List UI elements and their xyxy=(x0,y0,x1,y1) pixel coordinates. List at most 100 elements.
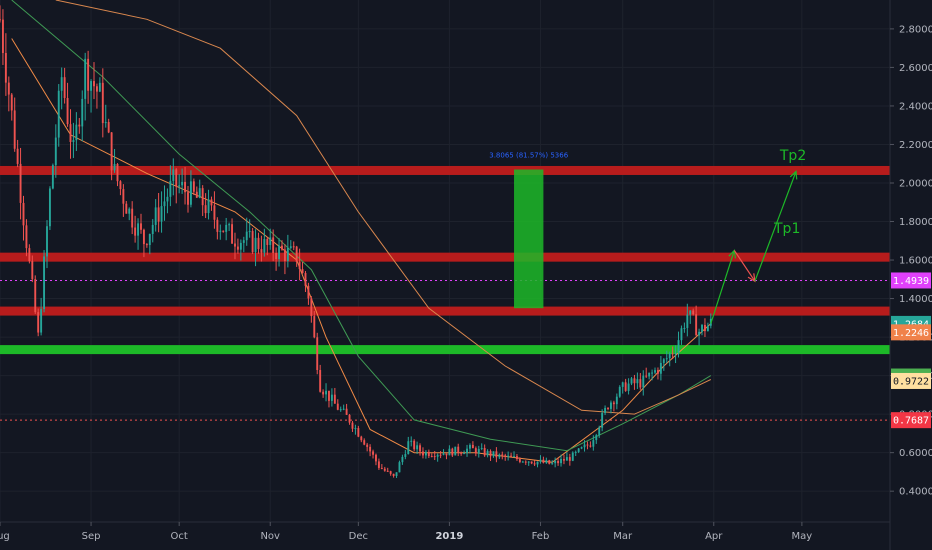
candle-body xyxy=(78,124,81,127)
candle-body xyxy=(439,454,442,456)
candle-body xyxy=(492,451,495,457)
y-tick-label: 2.8000 xyxy=(899,24,932,35)
candle-body xyxy=(175,169,178,187)
candle-body xyxy=(489,450,492,457)
candle-body xyxy=(239,242,242,250)
candle-body xyxy=(275,253,278,260)
projection-segment xyxy=(754,171,797,282)
candle-body xyxy=(286,247,289,262)
candle-body xyxy=(90,81,93,91)
candle-body xyxy=(84,58,87,99)
candle-body xyxy=(81,98,84,127)
candle-body xyxy=(128,208,131,214)
candle-body xyxy=(98,82,101,92)
candle-body xyxy=(377,461,380,468)
candle-body xyxy=(451,448,454,456)
x-tick-label: Oct xyxy=(171,531,188,542)
candle-body xyxy=(624,382,627,391)
candle-body xyxy=(633,378,636,384)
candle-body xyxy=(46,226,48,257)
candle-body xyxy=(145,244,148,246)
candle-body xyxy=(533,463,536,465)
candle-body xyxy=(586,444,589,446)
moving-average-line xyxy=(55,0,712,415)
candle-body xyxy=(510,455,513,457)
candle-body xyxy=(554,460,557,464)
candle-body xyxy=(413,440,416,450)
candle-body xyxy=(245,231,248,241)
candle-body xyxy=(360,436,363,441)
candle-body xyxy=(389,471,392,474)
candle-body xyxy=(513,456,515,458)
candle-body xyxy=(242,240,245,243)
candle-body xyxy=(662,359,665,363)
candle-body xyxy=(113,163,116,171)
candle-body xyxy=(260,249,263,253)
candle-body xyxy=(7,82,10,95)
candle-body xyxy=(157,207,160,222)
candle-body xyxy=(313,316,316,338)
candle-body xyxy=(28,248,31,262)
y-tick-label: 0.4000 xyxy=(899,487,932,498)
candle-body xyxy=(565,457,568,461)
candle-body xyxy=(648,372,651,377)
candle-body xyxy=(263,239,266,253)
candle-body xyxy=(122,189,125,204)
x-axis: Aug Sep Oct Nov Dec 2019 Feb Mar Apr May xyxy=(0,521,890,542)
candle-body xyxy=(251,231,254,253)
candle-body xyxy=(469,444,471,449)
candle-body xyxy=(207,199,210,214)
candle-body xyxy=(69,124,72,142)
candle-body xyxy=(198,188,201,198)
candle-body xyxy=(642,375,645,388)
candle-body xyxy=(216,219,219,232)
candle-body xyxy=(598,427,601,436)
candle-body xyxy=(627,383,630,391)
x-tick-label: Dec xyxy=(349,531,368,542)
price-badge-label: 0.7687 xyxy=(893,416,929,427)
candle-body xyxy=(659,362,662,374)
candle-body xyxy=(278,245,280,260)
candle-body xyxy=(60,77,63,91)
candle-body xyxy=(169,180,172,197)
candle-body xyxy=(225,224,228,232)
candle-body xyxy=(416,445,419,450)
candle-body xyxy=(604,407,607,413)
projection-segment xyxy=(710,250,735,324)
candle-body xyxy=(283,249,286,262)
candle-body xyxy=(457,446,460,453)
candle-body xyxy=(466,448,468,454)
level-zone xyxy=(0,306,890,316)
candle-body xyxy=(295,246,298,262)
candle-body xyxy=(463,453,466,455)
candle-body xyxy=(310,298,313,317)
candle-body xyxy=(689,310,692,315)
candle-body xyxy=(184,181,187,193)
candle-body xyxy=(328,390,330,401)
candle-body xyxy=(54,137,57,166)
candle-body xyxy=(366,444,369,447)
candle-body xyxy=(322,391,325,395)
candle-body xyxy=(325,390,327,395)
candle-body xyxy=(486,450,489,456)
candle-body xyxy=(10,94,13,111)
candle-body xyxy=(507,455,510,457)
candle-body xyxy=(454,446,457,456)
candle-body xyxy=(43,256,46,310)
candle-body xyxy=(671,353,674,355)
candle-body xyxy=(636,379,639,384)
candle-body xyxy=(192,181,195,192)
candle-body xyxy=(351,422,354,429)
candle-body xyxy=(272,237,275,254)
candle-body xyxy=(131,208,134,228)
candle-body xyxy=(34,279,37,313)
candle-body xyxy=(363,440,366,445)
candle-body xyxy=(654,370,656,373)
candle-body xyxy=(536,461,539,465)
x-tick-label: May xyxy=(792,531,813,542)
candle-body xyxy=(436,454,439,457)
y-tick-label: 0.6000 xyxy=(899,448,932,459)
candle-body xyxy=(380,467,383,469)
measure-box-rect xyxy=(514,169,544,309)
